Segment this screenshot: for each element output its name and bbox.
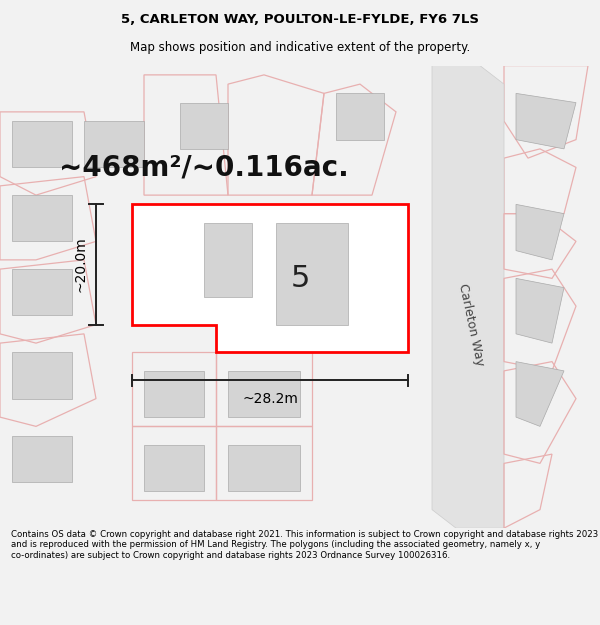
Polygon shape — [144, 445, 204, 491]
Polygon shape — [12, 352, 72, 399]
Text: 5: 5 — [290, 264, 310, 293]
Polygon shape — [516, 204, 564, 260]
Polygon shape — [276, 223, 348, 324]
Polygon shape — [516, 278, 564, 343]
Text: ~28.2m: ~28.2m — [242, 392, 298, 406]
Polygon shape — [84, 121, 144, 168]
Polygon shape — [228, 445, 300, 491]
Polygon shape — [12, 436, 72, 482]
Polygon shape — [204, 223, 252, 297]
Text: Map shows position and indicative extent of the property.: Map shows position and indicative extent… — [130, 41, 470, 54]
Text: Carleton Way: Carleton Way — [456, 282, 486, 367]
Polygon shape — [12, 121, 72, 168]
Polygon shape — [132, 204, 408, 352]
Polygon shape — [276, 223, 348, 324]
Polygon shape — [432, 66, 504, 528]
Text: 5, CARLETON WAY, POULTON-LE-FYLDE, FY6 7LS: 5, CARLETON WAY, POULTON-LE-FYLDE, FY6 7… — [121, 13, 479, 26]
Polygon shape — [180, 102, 228, 149]
Polygon shape — [336, 93, 384, 139]
Polygon shape — [204, 223, 252, 297]
Text: Contains OS data © Crown copyright and database right 2021. This information is : Contains OS data © Crown copyright and d… — [11, 530, 598, 560]
Polygon shape — [516, 362, 564, 426]
Polygon shape — [228, 371, 300, 417]
Polygon shape — [12, 269, 72, 316]
Text: ~468m²/~0.116ac.: ~468m²/~0.116ac. — [59, 153, 349, 181]
Polygon shape — [12, 195, 72, 241]
Polygon shape — [516, 93, 576, 149]
Polygon shape — [144, 371, 204, 417]
Text: ~20.0m: ~20.0m — [73, 237, 87, 292]
